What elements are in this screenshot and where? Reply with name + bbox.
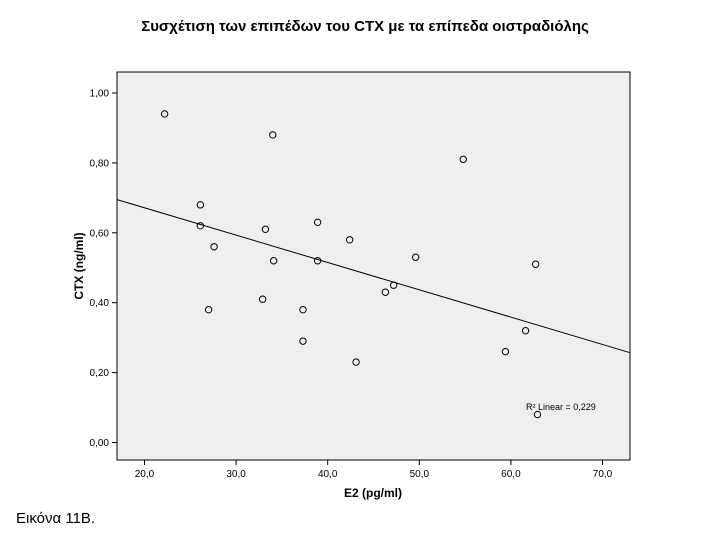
axes: 20,0 30,0 40,0 50,0 60,0 70,0 0,00 0,20 0,40 0,60… xyxy=(90,88,613,480)
x-tick-label: 20,0 xyxy=(135,469,155,480)
data-point xyxy=(160,110,169,118)
fit-line-group xyxy=(116,199,631,354)
data-point xyxy=(389,281,398,289)
x-tick-label: 50,0 xyxy=(410,469,430,480)
y-tick-label: 0,80 xyxy=(90,158,110,169)
y-tick-label: 0,20 xyxy=(90,368,110,379)
data-point xyxy=(521,326,530,335)
data-point xyxy=(269,257,278,265)
y-tick-label: 0,60 xyxy=(90,228,110,239)
data-point xyxy=(352,358,360,366)
data-point xyxy=(269,131,277,139)
data-points xyxy=(160,110,542,419)
x-tick-label: 30,0 xyxy=(226,469,246,480)
chart-title: Συσχέτιση των επιπέδων του CTX με τα επί… xyxy=(141,18,589,35)
y-tick-label: 0,40 xyxy=(90,298,110,309)
data-point xyxy=(196,201,205,209)
data-point xyxy=(411,253,420,261)
data-point xyxy=(313,218,322,227)
data-point xyxy=(381,288,390,296)
data-point xyxy=(261,225,270,233)
fit-annotation: R² Linear = 0,229 xyxy=(526,402,596,412)
x-tick-label: 70,0 xyxy=(593,469,613,480)
y-tick-label: 1,00 xyxy=(90,88,110,99)
data-point xyxy=(258,295,267,303)
data-point xyxy=(459,155,467,164)
data-point xyxy=(299,305,307,314)
data-point xyxy=(204,305,213,314)
data-point xyxy=(531,260,540,268)
data-point xyxy=(313,257,322,265)
plot-area xyxy=(116,71,631,461)
fit-line xyxy=(116,199,631,354)
y-tick-label: 0,00 xyxy=(90,438,110,449)
x-tick-label: 60,0 xyxy=(501,469,521,480)
data-point xyxy=(196,222,205,230)
data-point xyxy=(501,347,510,356)
x-tick-label: 40,0 xyxy=(318,469,338,480)
data-point xyxy=(345,236,354,244)
data-point xyxy=(210,243,218,251)
y-axis-label: CTX (ng/ml) xyxy=(72,232,86,299)
x-axis-label: E2 (pg/ml) xyxy=(344,486,402,500)
data-point xyxy=(533,410,542,419)
data-point xyxy=(299,337,307,345)
figure-caption: Εικόνα 11Β. xyxy=(16,510,96,527)
